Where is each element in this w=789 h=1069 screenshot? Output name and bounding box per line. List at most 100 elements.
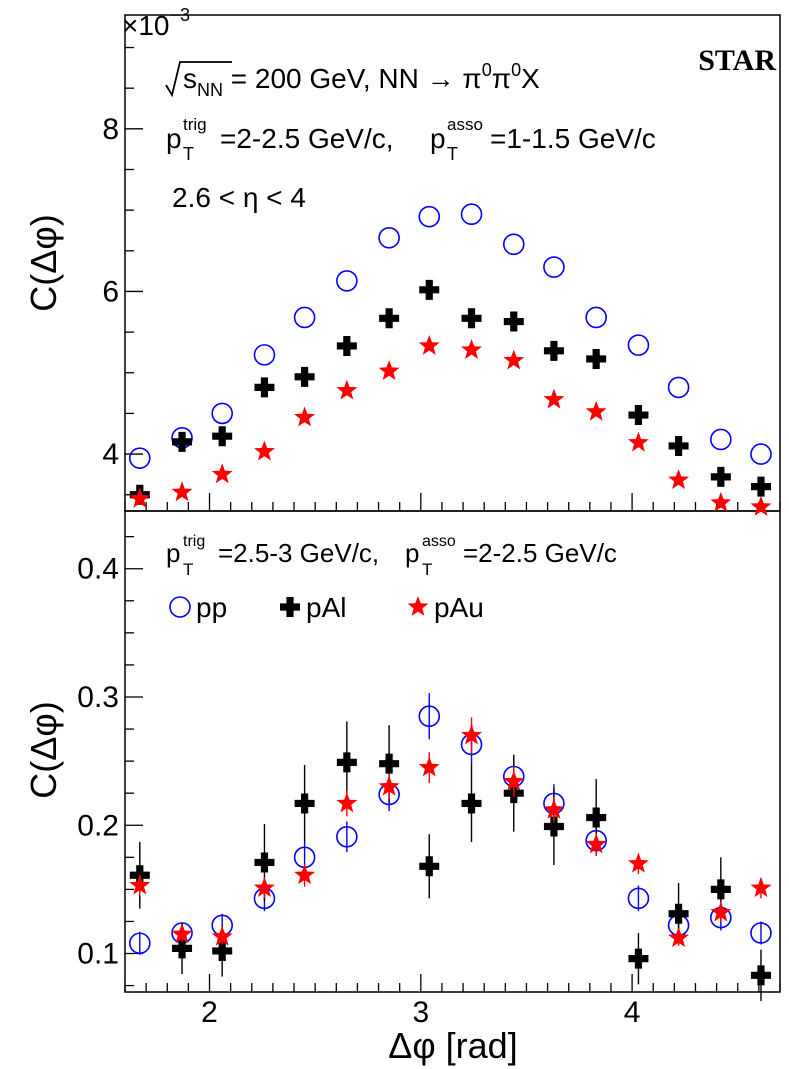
multiplier-base: ×10 (122, 10, 170, 41)
top-pAu-point (585, 400, 607, 421)
top-pAl-point (586, 348, 607, 369)
bottom-pp-point (418, 705, 441, 728)
bottom-panel-frame (124, 510, 781, 993)
top-y-axis-label: C(Δφ) (23, 214, 64, 311)
top-pt-val2: =1-1.5 GeV/c (490, 123, 656, 154)
bottom-pAu-point (294, 864, 316, 885)
bot-pt-val1: =2.5-3 GeV/c, (218, 538, 386, 568)
bottom-pAl-point (336, 752, 357, 773)
top-pp-point (667, 376, 690, 399)
y-tick-label: 0.4 (77, 553, 119, 586)
top-pAu-point (378, 360, 400, 381)
bottom-pp-point (750, 922, 772, 944)
bottom-panel-marks (128, 693, 772, 1001)
top-pAl-point (336, 335, 357, 356)
top-pAl-point (379, 308, 400, 329)
top-pAl-point (461, 308, 482, 329)
bot-pt-sub1: T (183, 560, 193, 579)
energy-end: X (521, 63, 540, 94)
top-pAl-point (503, 311, 524, 332)
bottom-pp-point (627, 887, 650, 910)
top-pAu-point (418, 334, 440, 355)
top-pp-point (128, 447, 151, 469)
multiplier-exponent: −3 (170, 5, 191, 25)
top-pt-p1: p (166, 123, 182, 154)
bot-pt-sup1: trig (183, 533, 205, 550)
bottom-pAu-point (543, 798, 565, 819)
bottom-pAl-point (710, 879, 731, 900)
bottom-pAu-point (253, 877, 275, 897)
top-pAu-point (710, 491, 732, 512)
bottom-pt-annotation: p trig T =2.5-3 GeV/c, p asso T =2-2.5 G… (166, 533, 617, 579)
bottom-pp-point (128, 932, 151, 955)
bottom-pAl-point (750, 965, 771, 986)
bottom-pAl-point (419, 856, 440, 877)
bottom-pAl-point (294, 793, 315, 814)
top-pAu-point (294, 406, 316, 427)
bot-pt-p1: p (166, 538, 180, 568)
bottom-pAu-point (211, 925, 233, 946)
top-pt-annotation: p trig T =2-2.5 GeV/c, p asso T =1-1.5 G… (166, 115, 656, 164)
top-pAu-point (253, 440, 275, 461)
bottom-pAl-point (628, 948, 649, 969)
top-pp-point (418, 205, 441, 228)
legend-pp-label: pp (196, 592, 227, 623)
legend-pAl-marker (280, 597, 300, 617)
top-pt-sup1: trig (183, 115, 207, 134)
bot-pt-sub2: T (422, 560, 432, 579)
top-pp-point (253, 344, 276, 366)
y-tick-label: 4 (102, 438, 119, 471)
y-tick-label: 0.2 (77, 809, 119, 842)
top-pAl-point (543, 340, 564, 361)
top-pAu-point (171, 481, 193, 502)
bottom-pAu-point (171, 923, 193, 944)
x-tick-label: 3 (412, 996, 429, 1029)
top-pp-point (543, 256, 565, 278)
energy-mid: π (492, 63, 511, 94)
bottom-pAl-point (379, 753, 400, 774)
top-pt-sub1: T (183, 144, 194, 164)
top-pp-point (336, 270, 358, 292)
bot-pt-val2: =2-2.5 GeV/c (463, 538, 617, 568)
svg-text:sNN = 200 GeV, NN → π0π0X: sNN = 200 GeV, NN → π0π0X (183, 60, 540, 100)
top-pt-sub2: T (447, 144, 458, 164)
top-pp-point (750, 443, 772, 465)
top-pAl-point (212, 426, 233, 447)
top-pp-point (585, 306, 607, 329)
top-pp-point (502, 233, 525, 256)
svg-text:p: p (166, 123, 182, 154)
x-axis-ticks: 2 3 4 (124, 493, 781, 1029)
bottom-pAu-point (710, 901, 732, 922)
experiment-label: STAR (698, 44, 776, 77)
y-tick-label: 8 (102, 113, 119, 146)
energy-sup2: 0 (511, 60, 521, 80)
bottom-pAu-point (668, 927, 690, 948)
bottom-pAl-point (212, 940, 233, 961)
bottom-pAl-point (586, 807, 607, 828)
bottom-pAu-point (585, 833, 607, 854)
energy-sup1: 0 (482, 60, 492, 80)
bottom-pAl-point (543, 816, 564, 837)
energy-rest: = 200 GeV, NN → π (223, 63, 482, 94)
top-panel-marks (128, 203, 772, 516)
bottom-y-axis-label: C(Δφ) (23, 701, 64, 798)
energy-sub: NN (197, 80, 223, 100)
bottom-pAu-point (378, 775, 400, 796)
bottom-pAl-point (172, 938, 193, 959)
y-axis-multiplier: ×10−3 (122, 5, 190, 41)
top-y-axis-ticks: 4 6 8 (102, 46, 143, 496)
top-pAu-point (461, 339, 482, 359)
top-pAu-point (668, 469, 690, 489)
y-tick-label: 0.1 (77, 938, 119, 971)
top-pAu-point (211, 463, 233, 484)
top-pAu-point (627, 431, 649, 452)
bottom-pAu-point (129, 874, 151, 895)
top-pAl-point (254, 377, 275, 398)
bottom-pAu-point (750, 877, 772, 897)
legend-pAu-marker (407, 596, 429, 616)
x-tick-label: 2 (201, 996, 218, 1029)
top-pAu-point (543, 388, 565, 409)
top-pt-val1: =2-2.5 GeV/c, (220, 123, 401, 154)
y-tick-label: 6 (102, 275, 119, 308)
bottom-pAu-point (418, 756, 440, 777)
